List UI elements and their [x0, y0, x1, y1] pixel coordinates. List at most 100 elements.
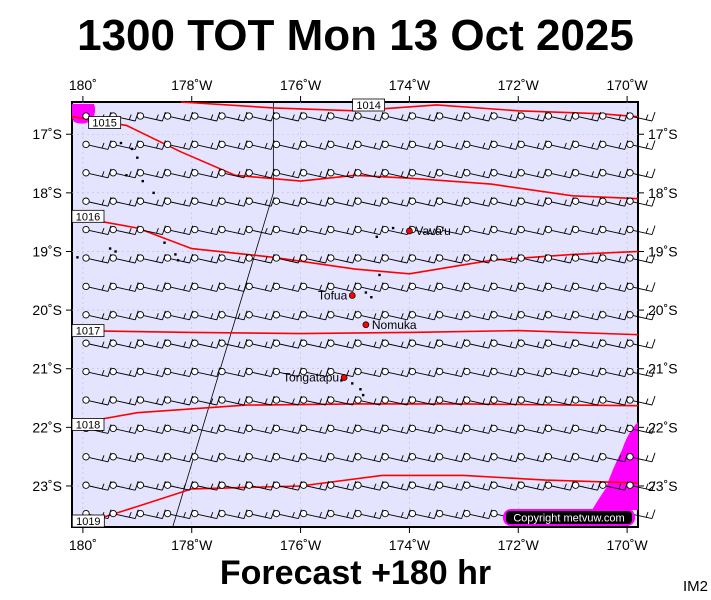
wind-barb: [136, 367, 166, 378]
wind-barb: [408, 452, 438, 463]
place-marker: [362, 321, 370, 329]
wind-barb: [626, 253, 656, 264]
wind-barbs: [82, 111, 656, 520]
wind-barb: [109, 197, 139, 207]
wind-barb: [490, 339, 520, 349]
wind-barb: [299, 424, 330, 434]
wind-barb: [354, 140, 384, 150]
lon-label-bottom: 174˚W: [389, 537, 431, 553]
wind-barb: [490, 310, 520, 321]
wind-barb: [435, 424, 466, 434]
wind-barb: [245, 111, 275, 122]
wind-barb: [82, 367, 112, 378]
wind-barb: [517, 481, 547, 491]
wind-barb: [299, 253, 330, 264]
lon-label-top: 174˚W: [389, 77, 431, 93]
isobar-label: 1014: [356, 100, 380, 112]
lat-label-left: 20˚S: [32, 302, 62, 318]
lon-label-bottom: 180˚: [69, 537, 97, 553]
wind-barb: [218, 367, 248, 378]
wind-barb: [82, 225, 112, 236]
wind-barb: [82, 452, 112, 463]
wind-barb: [435, 310, 466, 321]
wind-barb: [136, 395, 166, 406]
wind-barb: [136, 481, 166, 491]
wind-barb: [327, 225, 357, 236]
wind-barb: [191, 424, 221, 434]
wind-barb: [544, 424, 574, 434]
wind-barb: [191, 225, 221, 236]
wind-barb: [191, 253, 221, 264]
wind-barb: [490, 424, 520, 434]
wind-barb: [191, 339, 221, 349]
isobar-label-box: [71, 209, 105, 223]
lon-label-bottom: 170˚W: [606, 537, 648, 553]
wind-barb: [517, 339, 547, 349]
wind-barb: [191, 168, 221, 179]
wind-barb: [517, 310, 547, 321]
wind-barb: [354, 424, 384, 434]
wind-barb: [327, 253, 357, 264]
wind-barb: [435, 140, 466, 150]
wind-barb: [163, 367, 194, 378]
wind-barb: [327, 310, 357, 321]
island-speck: [375, 235, 378, 239]
wind-barb: [544, 452, 574, 463]
wind-barb: [109, 310, 139, 321]
wind-barb: [517, 424, 547, 434]
wind-barb: [327, 481, 357, 491]
wind-barb: [218, 111, 248, 122]
wind-barb: [245, 395, 275, 406]
wind-barb: [435, 367, 466, 378]
wind-barb: [490, 140, 520, 150]
wind-barb: [299, 197, 330, 207]
wind-barb: [354, 253, 384, 264]
wind-barb: [435, 197, 466, 207]
wind-barb: [626, 140, 656, 150]
wind-barb: [327, 282, 357, 292]
wind-barb: [571, 395, 602, 406]
wind-barb: [490, 111, 520, 122]
wind-barb: [191, 509, 221, 520]
wind-barb: [517, 367, 547, 378]
wind-barb: [218, 225, 248, 236]
wind-barb: [163, 197, 194, 207]
isobar-label: 1016: [76, 211, 100, 223]
copyright-box: Copyright metvuw.com: [503, 509, 635, 526]
wind-barb: [109, 481, 139, 491]
wind-barb: [517, 253, 547, 264]
wind-barb: [408, 253, 438, 264]
wind-barb: [163, 111, 194, 122]
wind-barb: [136, 424, 166, 434]
wind-barb: [136, 168, 166, 179]
island-speck: [351, 382, 354, 385]
copyright-text: Copyright metvuw.com: [513, 513, 624, 525]
wind-barb: [544, 168, 574, 179]
lat-label-left: 22˚S: [32, 419, 62, 435]
wind-barb: [218, 282, 248, 292]
wind-barb: [245, 140, 275, 150]
wind-barb: [136, 225, 166, 236]
isobar-1019: [71, 474, 639, 528]
wind-barb: [245, 225, 275, 236]
wind-barb: [599, 481, 629, 491]
isobar-label-box: [71, 324, 105, 338]
lat-label-right: 23˚S: [648, 478, 678, 494]
wind-barb: [599, 168, 629, 179]
isobar-labels: 1014 1015 1016 1017 1018 1019: [71, 98, 386, 528]
wind-barb: [191, 367, 221, 378]
wind-barb: [435, 225, 466, 236]
place-label: Vava'u: [415, 224, 450, 238]
wind-barb: [571, 310, 602, 321]
wind-barb: [435, 282, 466, 292]
lon-label-top: 176˚W: [280, 77, 322, 93]
wind-barb: [272, 140, 302, 150]
island-speck: [152, 191, 155, 195]
isobar-1018: [71, 403, 639, 426]
wind-barb: [435, 452, 466, 463]
wind-barb: [327, 140, 357, 150]
wind-barb: [327, 452, 357, 463]
wind-barb: [327, 509, 357, 520]
wind-barb: [327, 197, 357, 207]
wind-barb: [163, 424, 194, 434]
